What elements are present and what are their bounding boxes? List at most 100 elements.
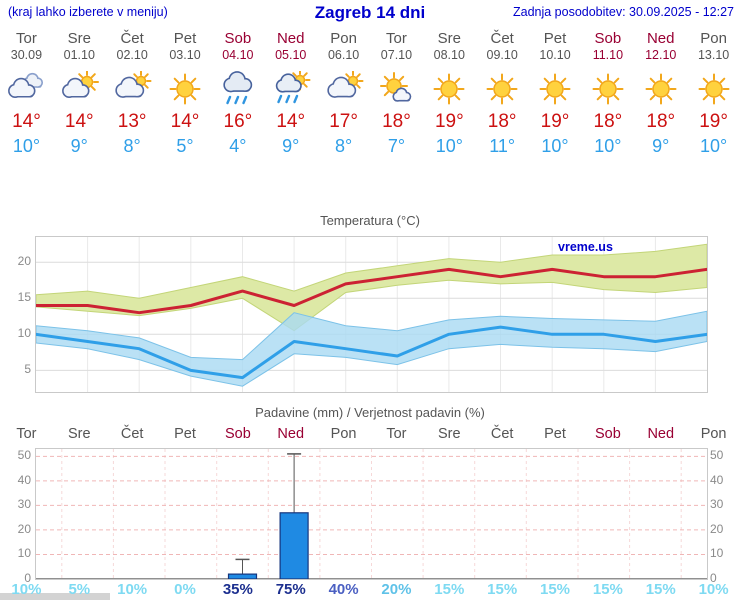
low-temperature: 10° [541,136,569,156]
sunny-icon [645,73,677,105]
high-temperature: 19° [434,111,464,132]
forecast-day-09.10: Čet 09.10 18° 11° [476,26,529,157]
high-temperature: 14° [12,111,41,132]
precip-axis-tick: 20 [17,521,31,536]
temp-axis-tick: 15 [17,290,31,305]
temp-axis-tick: 10 [17,326,31,341]
forecast-day-03.10: Pet 03.10 14° 5° [159,26,212,157]
forecast-day-06.10: Pon 06.10 17° 8° [317,26,370,157]
low-temperature: 8° [334,136,353,156]
day-name: Pet [173,30,197,47]
low-temperature: 10° [594,136,622,156]
forecast-day-05.10: Ned 05.10 14° 9° [264,26,317,157]
day-name: Sre [67,30,91,47]
high-temperature: 16° [223,111,253,132]
weather-icon-cell [581,71,634,107]
precip-axis-tick: 10 [710,546,724,561]
day-date: 08.10 [433,48,465,62]
sun-rain-icon [275,69,311,104]
low-temperature: 10° [12,136,41,156]
precip-axis-tick: 50 [710,448,724,463]
sunny-icon [169,73,201,105]
low-temperature: 10° [699,136,728,156]
day-date: 07.10 [380,48,413,62]
temperature-chart [35,236,708,393]
precip-probability: 0% [174,581,196,598]
forecast-day-30.09: Tor 30.09 14° 10° [0,26,53,157]
precip-probability: 15% [434,581,465,598]
day-date: 30.09 [10,48,43,62]
weather-icon-cell [687,71,740,107]
day-date: 10.10 [539,48,571,62]
temp-axis-tick: 20 [17,254,31,269]
precipitation-probability-row: 10% 5% 10% 0% 35% 75% 40% 20% 15% 15% 15% 15% 15% 10% [0,581,740,598]
high-temperature: 18° [593,111,623,132]
precip-axis-tick: 0 [24,571,31,585]
precip-axis-tick: 30 [17,497,31,512]
precip-day-label: Pet [174,426,196,442]
forecast-day-07.10: Tor 07.10 18° 7° [370,26,423,157]
precip-probability: 10% [11,581,42,598]
forecast-day-13.10: Pon 13.10 19° 10° [687,26,740,157]
low-temperature: 4° [229,136,247,156]
forecast-day-04.10: Sob 04.10 16° 4° [211,26,264,157]
precip-day-label: Pet [544,426,566,442]
temperature-chart-title: Temperatura (°C) [320,213,420,228]
high-temperature: 18° [646,111,676,132]
precip-probability: 5% [68,581,91,598]
forecast-day-08.10: Sre 08.10 19° 10° [423,26,476,157]
weather-icon-cell [53,70,106,107]
precip-probability: 10% [117,581,148,598]
day-date: 11.10 [592,48,624,62]
weather-icon-cell [106,70,159,107]
weather-icon-cell [529,71,582,107]
footer-strip [0,593,110,600]
low-temperature: 9° [282,136,300,156]
low-temperature: 7° [387,136,406,156]
day-name: Ned [646,30,675,47]
forecast-day-02.10: Čet 02.10 13° 8° [106,26,159,157]
temperature-chart-canvas [36,237,707,392]
low-temperature: 10° [435,136,463,156]
high-temperature: 14° [64,111,94,132]
day-name: Sre [437,30,461,47]
precip-day-label: Tor [386,426,407,442]
low-temperature: 5° [176,136,194,156]
precip-day-label: Sre [68,426,91,442]
sunny-icon [592,73,624,105]
day-name: Pon [330,30,357,47]
precip-probability: 15% [592,581,623,598]
precipitation-chart-canvas [36,449,707,579]
forecast-day-01.10: Sre 01.10 14° 9° [53,26,106,157]
vreme-us-watermark[interactable]: vreme.us [558,240,613,254]
sunny-icon [539,73,571,105]
precip-axis-tick: 50 [17,448,31,463]
temp-axis-tick: 5 [24,362,31,377]
precip-day-label: Pon [330,426,357,442]
partly-cloudy-icon [62,70,100,98]
low-temperature: 9° [652,136,670,156]
precip-probability: 20% [381,581,412,598]
high-temperature: 14° [170,111,200,132]
day-date: 09.10 [486,48,518,62]
precip-probability: 15% [487,581,518,598]
precip-probability: 75% [275,581,306,598]
weather-icon-cell [264,69,317,107]
precip-axis-tick: 10 [17,546,31,561]
mostly-cloudy-icon [115,70,152,98]
high-temperature: 19° [540,111,570,132]
precip-day-label: Čet [490,426,514,442]
day-date: 12.10 [645,48,677,62]
day-name: Tor [386,30,407,47]
mostly-sunny-icon [380,72,412,102]
day-date: 06.10 [327,48,360,62]
day-name: Pon [700,30,727,47]
high-temperature: 18° [382,111,411,132]
low-temperature: 11° [489,136,516,156]
last-update-timestamp: Zadnja posodobitev: 30.09.2025 - 12:27 [512,5,734,19]
precip-probability: 35% [222,581,253,598]
precip-probability: 40% [328,581,359,598]
sunny-icon [486,73,518,105]
high-temperature: 18° [487,111,517,132]
